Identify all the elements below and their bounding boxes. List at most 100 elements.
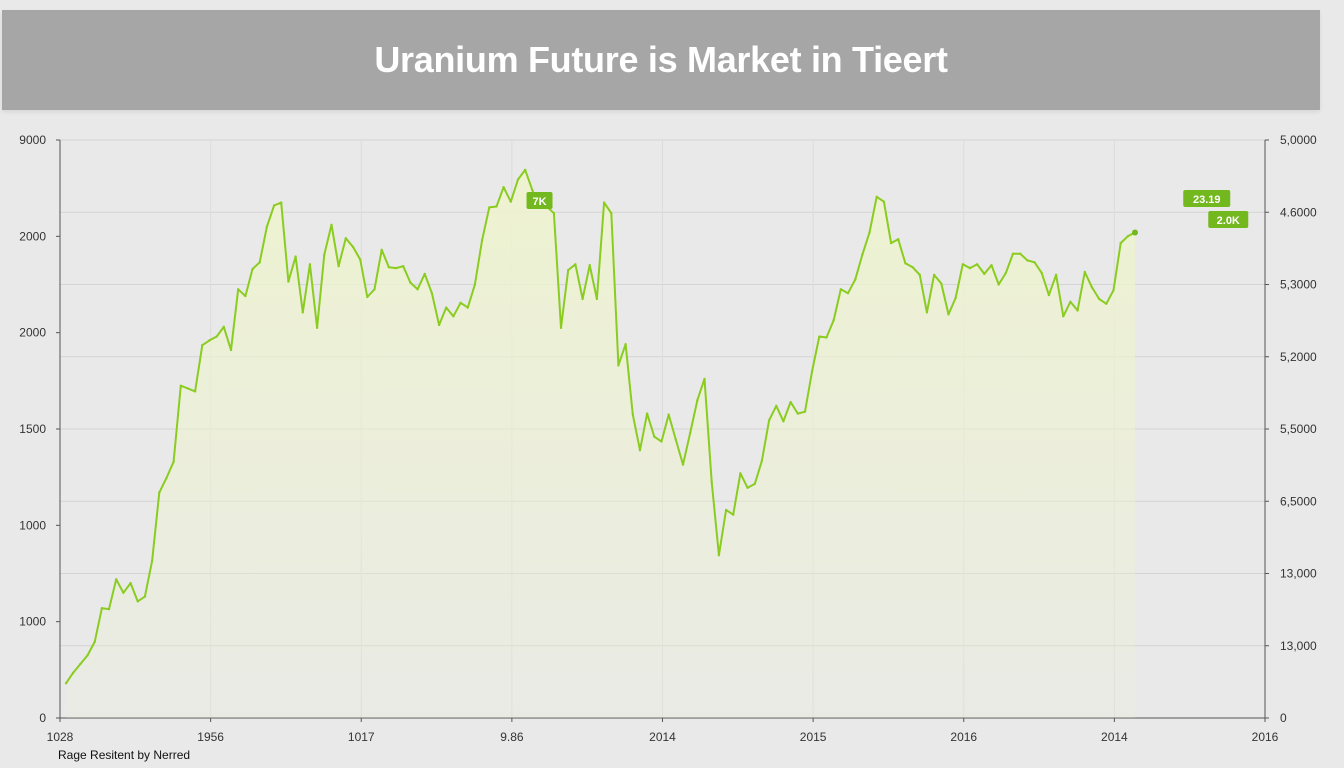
chart-footer: Rage Resitent by Nerred: [58, 748, 191, 762]
data-point: [186, 387, 190, 390]
data-point: [423, 272, 426, 276]
data-point: [925, 311, 929, 314]
data-point: [337, 264, 340, 268]
data-point: [229, 348, 233, 352]
data-point: [445, 306, 448, 309]
data-point: [1019, 252, 1022, 255]
data-point: [846, 291, 850, 295]
data-callout-box: [526, 192, 553, 209]
data-point: [1004, 271, 1008, 275]
data-point: [473, 283, 477, 286]
data-point: [904, 262, 907, 265]
data-point: [559, 326, 563, 330]
data-point: [638, 448, 642, 452]
data-point: [617, 364, 620, 367]
y-right-tick-label: 5,3000: [1280, 278, 1317, 292]
data-point: [115, 578, 118, 581]
y-right-tick-label: 13,000: [1280, 567, 1317, 581]
data-point: [488, 206, 491, 209]
data-point: [466, 306, 469, 309]
data-callout-box: [1208, 211, 1249, 228]
data-point: [674, 438, 678, 441]
y-right-tick-label: 0: [1280, 711, 1287, 725]
data-point: [244, 294, 247, 298]
data-point: [258, 261, 261, 264]
data-point: [1083, 270, 1086, 274]
data-point: [100, 606, 104, 610]
series-line: [65, 168, 1136, 684]
data-point: [983, 272, 986, 276]
data-point: [136, 600, 139, 603]
y-left-tick-label: 2000: [19, 326, 46, 340]
data-point: [767, 419, 771, 422]
data-point: [782, 420, 785, 423]
data-point: [516, 178, 520, 181]
data-point: [818, 335, 821, 338]
data-point: [667, 413, 670, 416]
data-point: [968, 266, 972, 270]
data-point: [523, 168, 527, 172]
data-callout-label: 2.0K: [1217, 215, 1240, 227]
series-end-marker: [1132, 229, 1138, 236]
data-point: [624, 343, 627, 346]
data-point: [358, 258, 362, 261]
y-right-tick-label: 5,2000: [1280, 350, 1317, 364]
data-point: [265, 225, 269, 228]
y-left-tick-label: 0: [39, 711, 46, 725]
data-point: [452, 315, 455, 318]
y-left-tick-label: 1000: [19, 518, 46, 532]
data-point: [294, 255, 297, 258]
data-point: [179, 384, 182, 387]
data-point: [775, 404, 778, 408]
data-point: [581, 297, 584, 301]
data-point: [696, 398, 699, 402]
data-point: [272, 204, 276, 207]
data-point: [796, 412, 799, 415]
data-point: [287, 280, 290, 283]
data-point: [1033, 261, 1036, 264]
data-point: [495, 205, 498, 208]
data-point: [280, 201, 283, 204]
data-point: [480, 238, 484, 242]
data-point: [753, 482, 756, 486]
data-point: [1026, 259, 1029, 262]
data-point: [760, 459, 764, 462]
data-point: [1011, 252, 1015, 255]
y-right-tick-label: 13,000: [1280, 639, 1317, 653]
data-point: [897, 238, 900, 241]
data-point: [574, 263, 577, 266]
data-point: [868, 231, 871, 234]
data-point: [1126, 235, 1130, 238]
data-callout-box: [1183, 190, 1231, 207]
y-right-tick-label: 6,5000: [1280, 494, 1317, 508]
data-point: [1076, 309, 1079, 312]
data-point: [717, 553, 721, 557]
data-point: [323, 253, 326, 256]
data-point: [918, 273, 921, 277]
data-point: [71, 671, 75, 674]
data-point: [158, 491, 161, 494]
x-tick-label: 2015: [800, 730, 827, 744]
data-point: [997, 283, 1000, 286]
data-point: [803, 410, 807, 413]
data-point: [1069, 300, 1072, 304]
data-point: [509, 200, 513, 203]
data-point: [961, 263, 965, 266]
data-point: [746, 486, 749, 489]
data-point: [889, 241, 893, 245]
data-point: [660, 440, 663, 443]
y-right-tick-label: 4.6000: [1280, 205, 1317, 219]
data-point: [122, 591, 125, 594]
data-point: [208, 339, 211, 342]
data-point: [344, 237, 348, 240]
data-point: [380, 248, 383, 252]
y-right-tick-label: 5,5000: [1280, 422, 1317, 436]
data-point: [1047, 293, 1051, 297]
series-area: [66, 169, 1135, 718]
data-point: [681, 463, 685, 466]
data-point: [1040, 271, 1043, 275]
x-tick-label: 2016: [1252, 730, 1279, 744]
data-point: [688, 431, 692, 435]
data-point: [394, 266, 398, 270]
data-point: [875, 195, 878, 199]
